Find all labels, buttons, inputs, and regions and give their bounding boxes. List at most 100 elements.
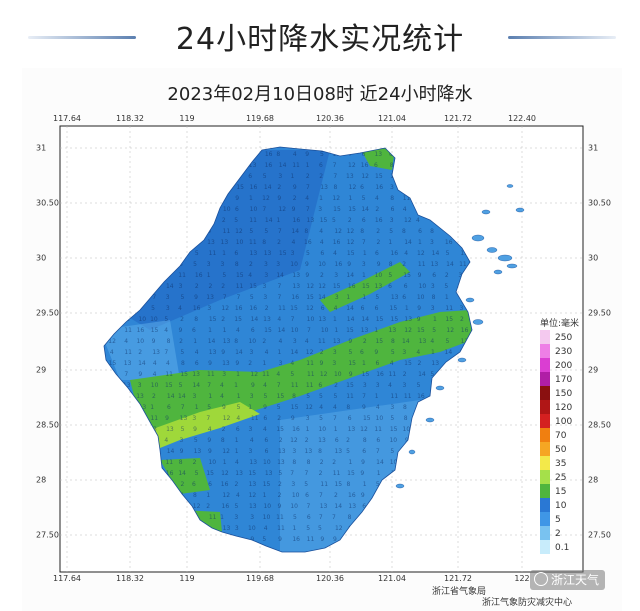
station-value: 10 [403, 426, 411, 433]
legend-swatch [540, 344, 550, 358]
station-value: 13 [123, 382, 131, 389]
station-value: 13 [124, 360, 132, 367]
station-value: 11 [292, 162, 300, 169]
station-value: 3 [250, 514, 254, 521]
station-value: 5 [164, 316, 168, 323]
island [481, 209, 491, 215]
station-value: 7 [223, 294, 227, 301]
station-value: 5 [306, 250, 310, 257]
station-value: 9 [194, 294, 198, 301]
station-value: 6 [348, 415, 352, 422]
station-value: 2 [334, 492, 338, 499]
station-value: 3 [166, 294, 170, 301]
station-value: 4 [220, 382, 224, 389]
station-value: 4 [110, 349, 114, 356]
island [497, 254, 513, 262]
station-value: 12 [221, 305, 229, 312]
station-value: 9 [235, 360, 239, 367]
station-value: 15 [249, 283, 257, 290]
station-value: 5 [290, 371, 294, 378]
station-value: 5 [234, 217, 238, 224]
station-value: 2 [417, 360, 421, 367]
station-value: 5 [304, 481, 308, 488]
station-value: 15 [165, 382, 173, 389]
legend-swatch [540, 400, 550, 414]
legend-label: 5 [555, 515, 561, 525]
station-value: 12 [290, 437, 298, 444]
station-value: 1 [335, 327, 339, 334]
station-value: 6 [248, 173, 252, 180]
legend-label: 25 [555, 473, 567, 483]
station-value: 15 [390, 305, 398, 312]
station-value: 4 [319, 404, 323, 411]
station-value: 8 [292, 393, 296, 400]
station-value: 13 [346, 173, 354, 180]
station-value: 1 [388, 239, 392, 246]
station-value: 9 [292, 206, 296, 213]
legend-swatch [540, 470, 550, 484]
station-value: 5 [432, 327, 436, 334]
station-value: 6 [374, 162, 378, 169]
station-value: 11 [306, 382, 314, 389]
station-value: 12 [306, 305, 314, 312]
legend: 单位:毫米 250 230 200 170 150 120 100 70 50 35 25 15 10 5… [540, 316, 590, 554]
station-value: 1 [433, 316, 437, 323]
station-value: 14 [446, 261, 454, 268]
station-value: 3 [460, 305, 464, 312]
station-value: 8 [221, 437, 225, 444]
station-value: 13 [292, 272, 300, 279]
station-value: 15 [263, 481, 271, 488]
station-value: 3 [250, 393, 254, 400]
station-value: 15 [276, 426, 284, 433]
station-value: 11 [320, 481, 328, 488]
station-value: 12 [347, 228, 355, 235]
station-value: 6 [432, 272, 436, 279]
station-value: 5 [306, 393, 310, 400]
station-value: 10 [263, 514, 271, 521]
station-value: 15 [306, 294, 314, 301]
station-value: 10 [334, 371, 342, 378]
station-value: 1 [445, 294, 449, 301]
station-value: 15 [375, 173, 383, 180]
station-value: 5 [179, 382, 183, 389]
station-value: 1 [236, 371, 240, 378]
station-value: 10 [290, 503, 298, 510]
station-value: 2 [195, 283, 199, 290]
station-value: 13 [206, 294, 214, 301]
station-value: 2 [319, 173, 323, 180]
station-value: 9 [178, 327, 182, 334]
station-value: 12 [222, 448, 230, 455]
station-value: 16 [195, 272, 203, 279]
station-value: 11 [223, 228, 231, 235]
station-value: 13 [431, 360, 439, 367]
legend-label: 10 [555, 501, 567, 511]
station-value: 4 [319, 228, 323, 235]
station-value: 6 [362, 151, 366, 158]
station-value: 15 [234, 316, 242, 323]
lat-tick-right: 30 [588, 253, 599, 263]
station-value: 3 [207, 261, 211, 268]
legend-label: 250 [555, 333, 573, 343]
station-value: 8 [360, 228, 364, 235]
station-value: 16 [221, 481, 229, 488]
station-value: 16 [222, 503, 230, 510]
station-value: 4 [164, 327, 168, 334]
station-value: 1 [263, 360, 267, 367]
lon-tick-top: 117.64 [53, 114, 81, 123]
station-value: 1 [363, 481, 367, 488]
station-value: 13 [320, 503, 328, 510]
station-value: 9 [347, 261, 351, 268]
station-value: 9 [305, 261, 309, 268]
station-value: 2 [277, 184, 281, 191]
lon-tick-top: 118.32 [116, 114, 144, 123]
station-value: 9 [208, 448, 212, 455]
station-value: 1 [208, 393, 212, 400]
station-value: 2 [376, 228, 380, 235]
station-value: 6 [320, 250, 324, 257]
island [472, 319, 484, 325]
station-value: 7 [306, 503, 310, 510]
station-value: 5 [388, 272, 392, 279]
station-value: 4 [320, 239, 324, 246]
station-value: 9 [348, 338, 352, 345]
